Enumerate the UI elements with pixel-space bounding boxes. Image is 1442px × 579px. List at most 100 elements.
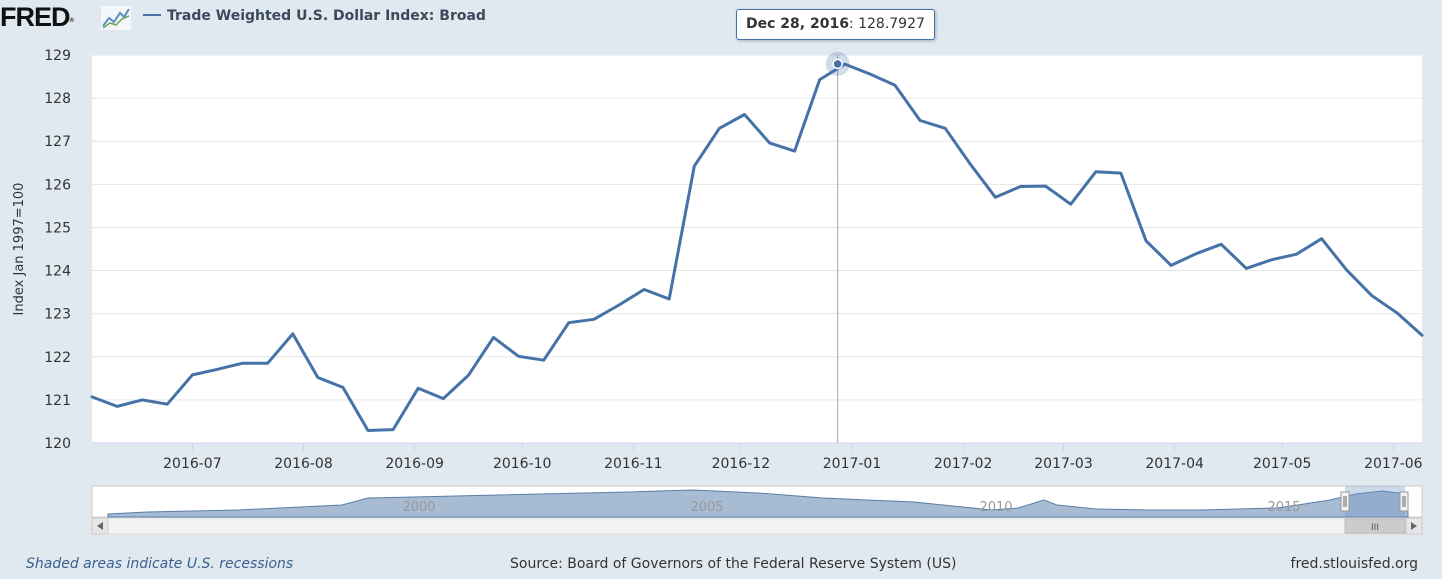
legend-label: Trade Weighted U.S. Dollar Index: Broad: [167, 8, 486, 24]
data-point[interactable]: [918, 119, 922, 123]
navigator-right-handle[interactable]: [1399, 491, 1409, 512]
data-point[interactable]: [1044, 184, 1048, 188]
data-point[interactable]: [1395, 311, 1399, 315]
data-point[interactable]: [542, 358, 546, 362]
scroll-right-arrow-icon: [1411, 522, 1417, 530]
data-point[interactable]: [968, 162, 972, 166]
data-point[interactable]: [667, 297, 671, 301]
plot-background: [92, 55, 1422, 443]
navigator-year-label: 2005: [690, 500, 723, 515]
data-point[interactable]: [567, 321, 571, 325]
data-point[interactable]: [642, 288, 646, 292]
data-point[interactable]: [1219, 242, 1223, 246]
data-point[interactable]: [466, 373, 470, 377]
data-point[interactable]: [1019, 185, 1023, 189]
y-tick-label: 122: [44, 350, 71, 366]
y-tick-label: 121: [44, 393, 71, 409]
data-point[interactable]: [692, 164, 696, 168]
tooltip-date: Dec 28, 2016: [746, 16, 849, 32]
navigator-year-label: 2010: [979, 500, 1012, 515]
y-tick-label: 127: [44, 134, 71, 150]
data-point[interactable]: [316, 376, 320, 380]
logo-graph-icon: [101, 6, 131, 30]
data-point[interactable]: [266, 361, 270, 365]
x-tick-label: 2016-12: [712, 456, 771, 472]
data-point[interactable]: [190, 373, 194, 377]
data-point[interactable]: [341, 385, 345, 389]
data-point[interactable]: [743, 113, 747, 117]
fred-logo-text: FRED: [0, 2, 70, 32]
data-point[interactable]: [717, 126, 721, 130]
data-point[interactable]: [1094, 170, 1098, 174]
data-point[interactable]: [391, 428, 395, 432]
scrollbar-track[interactable]: [91, 517, 1423, 535]
data-point[interactable]: [90, 395, 94, 399]
data-point[interactable]: [1295, 252, 1299, 256]
x-tick-label: 2016-09: [385, 456, 444, 472]
y-axis-title: Index Jan 1997=100: [12, 183, 27, 316]
x-tick-label: 2017-06: [1364, 456, 1423, 472]
data-point[interactable]: [1370, 294, 1374, 298]
x-axis-ticks: 2016-07 2016-08 2016-09 2016-10 2016-11 2016-…: [92, 442, 1423, 472]
data-point[interactable]: [115, 404, 119, 408]
fred-logo[interactable]: FRED®: [0, 0, 74, 34]
registered-mark: ®: [69, 18, 74, 24]
data-point[interactable]: [291, 332, 295, 336]
data-point[interactable]: [818, 78, 822, 82]
data-point[interactable]: [140, 398, 144, 402]
navigator-left-handle[interactable]: [1340, 491, 1350, 512]
data-point[interactable]: [1269, 258, 1273, 262]
data-point[interactable]: [1320, 237, 1324, 241]
data-point[interactable]: [241, 361, 245, 365]
data-point[interactable]: [592, 317, 596, 321]
data-point[interactable]: [416, 386, 420, 390]
data-point[interactable]: [1119, 171, 1123, 175]
x-tick-label: 2016-10: [493, 456, 552, 472]
x-tick-label: 2016-07: [163, 456, 222, 472]
hover-point: [832, 58, 843, 70]
data-point[interactable]: [366, 429, 370, 433]
y-tick-label: 129: [44, 48, 71, 64]
data-point[interactable]: [517, 354, 521, 358]
navigator-year-label: 2015: [1267, 500, 1300, 515]
scroll-thumb-grip: III: [1371, 523, 1379, 533]
series-legend[interactable]: Trade Weighted U.S. Dollar Index: Broad: [143, 8, 486, 24]
data-point[interactable]: [1244, 266, 1248, 270]
data-point[interactable]: [943, 126, 947, 130]
data-point[interactable]: [868, 72, 872, 76]
data-point[interactable]: [165, 402, 169, 406]
x-tick-label: 2017-01: [823, 456, 882, 472]
data-point[interactable]: [1069, 202, 1073, 206]
navigator-year-label: 2000: [402, 500, 435, 515]
data-point[interactable]: [793, 149, 797, 153]
data-point[interactable]: [768, 141, 772, 145]
data-point[interactable]: [441, 397, 445, 401]
y-tick-label: 120: [44, 436, 71, 452]
tooltip-value: : 128.7927: [848, 16, 925, 32]
data-point[interactable]: [617, 303, 621, 307]
data-point[interactable]: [492, 335, 496, 339]
data-point[interactable]: [216, 367, 220, 371]
y-axis-ticks: 120 121 122 123 124 125 126 127 128 129: [44, 48, 71, 452]
navigator-selected-range[interactable]: [1345, 486, 1405, 517]
series-line: [90, 62, 1424, 432]
x-tick-label: 2016-11: [604, 456, 663, 472]
data-point[interactable]: [1169, 263, 1173, 267]
data-point[interactable]: [893, 83, 897, 87]
site-url-link[interactable]: fred.stlouisfed.org: [1290, 556, 1418, 572]
source-note: Source: Board of Governors of the Federa…: [510, 556, 957, 572]
x-tick-label: 2016-08: [274, 456, 333, 472]
data-point[interactable]: [1144, 239, 1148, 243]
data-point[interactable]: [1420, 333, 1424, 337]
hover-tooltip: Dec 28, 2016: 128.7927: [736, 9, 935, 40]
navigator-year-labels: 2000 2005 2010 2015: [402, 500, 1300, 515]
y-tick-label: 128: [44, 91, 71, 107]
data-point[interactable]: [1194, 252, 1198, 256]
y-tick-label: 126: [44, 177, 71, 193]
scroll-thumb[interactable]: [1344, 518, 1406, 534]
x-tick-label: 2017-04: [1145, 456, 1204, 472]
x-tick-label: 2017-05: [1253, 456, 1312, 472]
data-point[interactable]: [993, 195, 997, 199]
data-point[interactable]: [1345, 268, 1349, 272]
